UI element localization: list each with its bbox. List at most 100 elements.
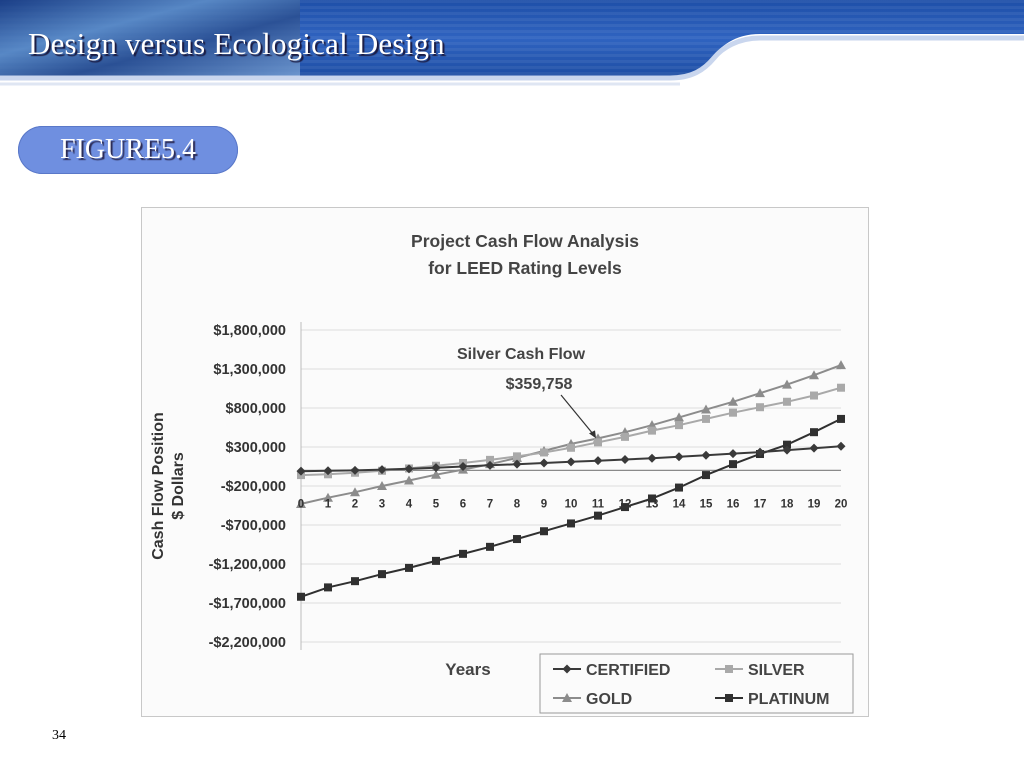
y-tick-label: -$700,000 <box>221 518 286 534</box>
x-tick-label: 4 <box>406 498 413 510</box>
data-point-platinum <box>432 556 440 565</box>
x-tick-label: 16 <box>727 498 740 510</box>
data-point-silver <box>513 452 521 461</box>
data-point-certified <box>782 445 792 455</box>
data-point-platinum <box>567 519 575 528</box>
data-point-platinum <box>459 549 467 558</box>
data-point-certified <box>701 450 711 460</box>
x-tick-label: 20 <box>835 498 848 510</box>
data-point-platinum <box>783 440 791 449</box>
annotation-title: Silver Cash Flow <box>457 346 586 363</box>
data-point-certified <box>350 465 360 475</box>
data-point-certified <box>458 462 468 471</box>
x-tick-label: 7 <box>487 498 493 510</box>
data-point-gold <box>701 404 711 414</box>
data-point-platinum <box>351 577 359 586</box>
data-point-platinum <box>540 527 548 536</box>
x-tick-label: 2 <box>352 498 358 510</box>
data-point-certified <box>728 449 738 459</box>
data-point-silver <box>567 443 575 452</box>
x-tick-label: 9 <box>541 498 547 510</box>
legend-label-gold: GOLD <box>586 691 632 708</box>
y-tick-label: $800,000 <box>226 401 286 417</box>
data-point-certified <box>323 466 333 476</box>
data-point-certified <box>431 463 441 473</box>
data-point-certified <box>566 457 576 467</box>
x-tick-label: 6 <box>460 498 466 510</box>
annotation-arrow-head <box>589 430 596 439</box>
data-point-certified <box>377 465 387 475</box>
x-tick-label: 3 <box>379 498 385 510</box>
y-tick-label: $1,800,000 <box>213 323 286 339</box>
data-point-gold <box>404 475 414 485</box>
chart-series <box>296 360 846 601</box>
figure-label-badge: FIGURE5.4 <box>18 126 238 174</box>
x-tick-label: 19 <box>808 498 821 510</box>
y-axis-title-units: $ Dollars <box>170 452 187 520</box>
data-point-silver <box>675 421 683 430</box>
data-point-certified <box>647 453 657 463</box>
y-tick-label: $1,300,000 <box>213 362 286 378</box>
x-tick-label: 10 <box>565 498 578 510</box>
data-point-silver <box>810 391 818 400</box>
page-number: 34 <box>52 728 66 743</box>
data-point-silver <box>702 414 710 423</box>
annotation-arrow-line <box>560 394 596 437</box>
figure-label: FIGURE5.4 <box>59 134 197 165</box>
data-point-platinum <box>621 503 629 512</box>
data-point-gold <box>350 487 360 497</box>
x-tick-label: 17 <box>754 498 767 510</box>
data-point-silver <box>621 432 629 441</box>
data-point-platinum <box>675 483 683 492</box>
data-point-certified <box>485 460 495 470</box>
data-point-gold <box>755 388 765 398</box>
data-point-gold <box>431 469 441 479</box>
data-point-platinum <box>513 535 521 544</box>
data-point-platinum <box>648 494 656 503</box>
x-axis-title: Years <box>445 660 490 679</box>
data-point-gold <box>782 379 792 389</box>
data-point-silver <box>783 397 791 406</box>
y-tick-label: -$1,700,000 <box>209 596 286 612</box>
x-tick-label: 8 <box>514 498 521 510</box>
x-tick-label: 5 <box>433 498 440 510</box>
chart-title-line: Project Cash Flow Analysis <box>411 231 639 251</box>
cash-flow-chart: Project Cash Flow Analysis for LEED Ratin… <box>150 231 854 714</box>
data-point-silver <box>756 403 764 412</box>
data-point-platinum <box>297 592 305 601</box>
data-point-silver <box>729 408 737 417</box>
data-point-silver <box>594 438 602 447</box>
data-point-platinum <box>486 542 494 551</box>
data-point-certified <box>539 458 549 468</box>
y-axis-title: Cash Flow Position <box>150 412 167 560</box>
legend-marker-gold <box>562 693 572 702</box>
data-point-gold <box>836 360 846 370</box>
data-point-silver <box>648 426 656 435</box>
slide-title: Design versus Ecological Design <box>28 26 445 61</box>
data-point-platinum <box>837 414 845 423</box>
header-banner <box>0 0 1024 92</box>
x-tick-label: 0 <box>298 498 304 510</box>
x-tick-label: 14 <box>673 498 686 510</box>
data-point-platinum <box>378 570 386 579</box>
data-point-certified <box>755 447 765 457</box>
x-tick-label: 18 <box>781 498 794 510</box>
x-tick-label: 1 <box>325 498 332 510</box>
y-tick-label: $300,000 <box>226 440 286 456</box>
legend-label-certified: CERTIFIED <box>586 662 670 679</box>
legend-marker-certified <box>562 664 572 674</box>
data-point-platinum <box>810 428 818 437</box>
legend-label-platinum: PLATINUM <box>748 691 829 708</box>
figure-frame <box>141 207 869 717</box>
chart-legend: CERTIFIED SILVER GOLD PLATINUM <box>539 653 854 714</box>
data-point-gold <box>377 481 387 490</box>
chart-title-line: for LEED Rating Levels <box>428 258 622 278</box>
data-point-silver <box>486 455 494 464</box>
data-point-silver <box>540 448 548 457</box>
data-point-certified <box>404 464 414 474</box>
legend-box <box>539 653 854 714</box>
y-tick-label: -$1,200,000 <box>209 557 286 573</box>
legend-marker-platinum <box>725 694 733 702</box>
data-point-certified <box>296 466 306 476</box>
x-tick-label: 15 <box>700 498 713 510</box>
